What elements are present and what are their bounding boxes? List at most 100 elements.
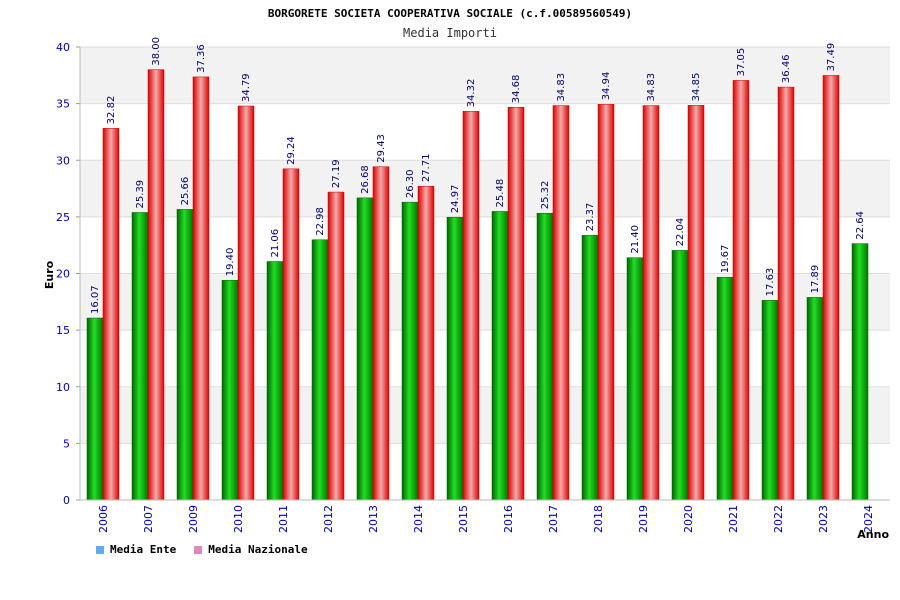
bar-media-nazionale-2022 [777, 86, 795, 501]
data-label-media-nazionale-2007: 38.00 [151, 37, 162, 66]
x-tick-label: 2014 [412, 505, 425, 533]
bar-media-nazionale-2006 [102, 128, 120, 501]
grid-band [80, 386, 890, 444]
bar-media-ente-2012 [311, 239, 329, 501]
plot-background [80, 46, 890, 501]
data-label-media-ente-2020: 22.04 [675, 218, 686, 247]
x-tick-label: 2007 [142, 505, 155, 533]
data-label-media-nazionale-2012: 27.19 [331, 159, 342, 188]
data-label-media-ente-2013: 26.68 [360, 165, 371, 194]
bar-media-ente-2019 [626, 257, 644, 501]
data-label-media-ente-2023: 17.89 [810, 265, 821, 294]
chart-title: BORGORETE SOCIETA COOPERATIVA SOCIALE (c… [268, 7, 632, 20]
bar-media-ente-2017 [536, 213, 554, 501]
grid-band [80, 330, 890, 387]
bar-media-nazionale-2016 [507, 106, 525, 501]
data-label-media-nazionale-2016: 34.68 [511, 75, 522, 104]
x-tick-label: 2022 [772, 505, 785, 533]
legend-item-media-ente: Media Ente [96, 543, 176, 556]
data-label-media-ente-2010: 19.40 [225, 248, 236, 277]
data-label-media-ente-2014: 26.30 [405, 170, 416, 199]
x-axis-ticks: 2006 2007 2009 2010 2011 2012 2013 2014 2015 2016… [97, 505, 875, 533]
x-tick-label: 2020 [682, 505, 695, 533]
bar-media-ente-2007 [131, 212, 149, 501]
data-label-media-nazionale-2023: 37.49 [826, 43, 837, 72]
y-axis-ticks: 0 5 10 15 20 25 30 35 40 [56, 41, 80, 507]
data-label-media-ente-2011: 21.06 [270, 229, 281, 258]
bar-media-ente-2010 [221, 280, 239, 501]
bar-media-ente-2024 [851, 243, 869, 501]
data-labels: 16.07 32.82 25.39 38.00 25.66 37.36 19.40 34.79… [90, 37, 866, 314]
data-label-media-nazionale-2020: 34.85 [691, 73, 702, 102]
data-label-media-ente-2006: 16.07 [90, 285, 101, 314]
data-label-media-nazionale-2006: 32.82 [106, 96, 117, 125]
bar-media-ente-2016 [491, 211, 509, 501]
bar-media-nazionale-2017 [552, 105, 570, 501]
y-tick-label: 5 [63, 437, 70, 450]
x-tick-label: 2021 [727, 505, 740, 533]
grid-band [80, 47, 890, 104]
y-tick-label: 15 [56, 324, 70, 337]
data-label-media-nazionale-2021: 37.05 [736, 48, 747, 77]
bar-media-nazionale-2012 [327, 191, 345, 501]
bar-media-nazionale-2023 [822, 75, 840, 501]
x-tick-label: 2015 [457, 505, 470, 533]
data-label-media-nazionale-2014: 27.71 [421, 154, 432, 183]
bar-media-ente-2011 [266, 261, 284, 501]
data-label-media-ente-2021: 19.67 [720, 245, 731, 274]
bar-media-nazionale-2013 [372, 166, 390, 501]
bar-media-nazionale-2015 [462, 111, 480, 501]
y-tick-label: 40 [56, 41, 70, 54]
bar-media-nazionale-2010 [237, 105, 255, 501]
data-label-media-nazionale-2013: 29.43 [376, 134, 387, 163]
data-label-media-ente-2009: 25.66 [180, 177, 191, 206]
bar-media-nazionale-2019 [642, 105, 660, 501]
y-tick-label: 35 [56, 98, 70, 111]
grid-band [80, 216, 890, 274]
data-label-media-nazionale-2015: 34.32 [466, 79, 477, 108]
data-label-media-ente-2024: 22.64 [855, 211, 866, 240]
data-label-media-nazionale-2017: 34.83 [556, 73, 567, 102]
data-label-media-ente-2017: 25.32 [540, 181, 551, 210]
data-label-media-ente-2019: 21.40 [630, 225, 641, 254]
data-label-media-ente-2007: 25.39 [135, 180, 146, 209]
chart-subtitle: Media Importi [403, 26, 497, 40]
legend-swatch-media-nazionale [194, 545, 203, 554]
bar-media-nazionale-2011 [282, 168, 300, 501]
data-label-media-ente-2018: 23.37 [585, 203, 596, 232]
y-tick-label: 25 [56, 211, 70, 224]
bar-media-ente-2022 [761, 300, 779, 501]
y-tick-label: 20 [56, 268, 70, 281]
x-tick-label: 2011 [277, 505, 290, 533]
legend: Media Ente Media Nazionale [96, 543, 308, 556]
data-label-media-ente-2012: 22.98 [315, 207, 326, 236]
y-axis-label: Euro [43, 260, 56, 289]
bar-media-ente-2015 [446, 216, 464, 501]
bar-media-nazionale-2007 [147, 69, 165, 501]
x-axis-label: Anno [857, 528, 889, 541]
data-label-media-ente-2022: 17.63 [765, 268, 776, 297]
bar-media-ente-2006 [86, 317, 104, 501]
x-tick-label: 2024 [862, 505, 875, 533]
bar-media-ente-2018 [581, 235, 599, 501]
legend-swatch-media-ente [96, 545, 104, 554]
bar-media-ente-2021 [716, 276, 734, 501]
bar-media-nazionale-2018 [597, 104, 615, 501]
data-label-media-ente-2015: 24.97 [450, 185, 461, 214]
x-tick-label: 2013 [367, 505, 380, 533]
x-tick-label: 2010 [232, 505, 245, 533]
x-tick-label: 2017 [547, 505, 560, 533]
data-label-media-nazionale-2019: 34.83 [646, 73, 657, 102]
bar-media-ente-2020 [671, 250, 689, 501]
data-label-media-ente-2016: 25.48 [495, 179, 506, 208]
y-tick-label: 30 [56, 154, 70, 167]
x-tick-label: 2012 [322, 505, 335, 533]
grid-band [80, 443, 890, 500]
bar-media-nazionale-2009 [192, 76, 210, 501]
data-label-media-nazionale-2011: 29.24 [286, 136, 297, 165]
data-label-media-nazionale-2009: 37.36 [196, 44, 207, 73]
bar-media-ente-2023 [806, 297, 824, 501]
x-tick-label: 2016 [502, 505, 515, 533]
x-tick-label: 2006 [97, 505, 110, 533]
bar-media-ente-2013 [356, 197, 374, 501]
